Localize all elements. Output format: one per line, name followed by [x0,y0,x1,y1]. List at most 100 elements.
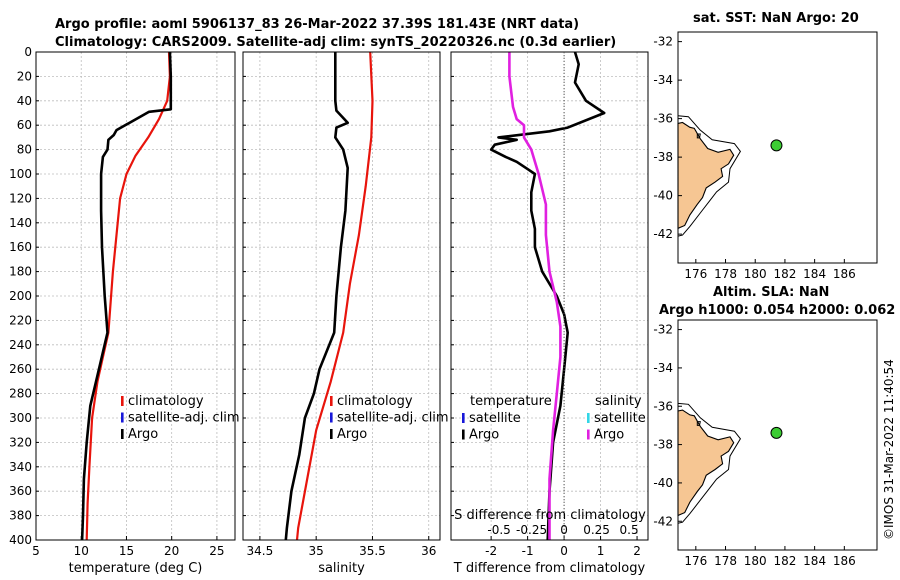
map-x-tick-label: 178 [714,554,737,568]
map-y-tick-label: -32 [653,323,673,337]
x-tick-label: 25 [209,544,224,558]
legend-label: satellite-adj. clim [128,411,240,426]
series-line-climatology [295,51,374,541]
x-tick-label: 1 [597,544,605,558]
legend-swatch [121,396,124,406]
y-tick-label: 100 [9,167,32,181]
map-y-tick-label: -36 [653,112,673,126]
sla-map-subtitle: Argo h1000: 0.054 h2000: 0.062 [659,303,895,318]
map-y-tick-label: -40 [653,189,673,203]
y-tick-label: 0 [24,45,32,59]
argo-float-marker [770,426,783,439]
y-tick-label: 260 [9,362,32,376]
title-line-1: Argo profile: aoml 5906137_83 26-Mar-202… [55,17,579,32]
map-y-tick-label: -38 [653,438,673,452]
y-tick-label: 320 [9,435,32,449]
x-tick-label: 10 [74,544,89,558]
argo-float-marker [770,139,783,152]
y-tick-label: 180 [9,265,32,279]
plot-frame [35,51,236,541]
y-tick-label: 280 [9,387,32,401]
legend-swatch [462,429,465,440]
legend-label: climatology [337,394,413,409]
sla-map-title: Altim. SLA: NaN [713,285,829,300]
map-y-tick-label: -38 [653,150,673,164]
salinity-panel: 34.5 35 35.5 36 salinity climatology satellite… [242,51,449,576]
y-tick-label: 400 [9,533,32,547]
legend-swatch [587,413,590,423]
legend-label: Argo [594,428,624,443]
map-x-tick-label: 186 [833,267,856,281]
top-tick-label: 0.5 [620,523,639,537]
x-axis-label: T difference from climatology [453,561,646,576]
legend-label: satellite [594,411,646,426]
legend-label: Argo [337,427,367,442]
map-y-tick-label: -34 [653,73,673,87]
top-tick-label: -0.25 [516,523,547,537]
y-tick-label: 120 [9,191,32,205]
difference-panel: -2 -1 0 1 2 T difference from climatology temp… [450,51,649,576]
x-tick-label: 2 [633,544,641,558]
x-tick-label: 5 [32,544,40,558]
island-contour [696,133,701,139]
legend-swatch [121,412,124,423]
legend-swatch [587,429,590,440]
map-y-tick-label: -42 [653,227,673,241]
map-x-tick-label: 176 [684,554,707,568]
land-new-zealand [677,409,735,517]
y-tick-label: 20 [17,69,32,83]
y-tick-label: 340 [9,460,32,474]
sst-map: 176 178 180 182 184 186 -32 -34 -36 -38 -40 -42 [653,31,878,281]
legend-label: Argo [128,427,158,442]
y-tick-label: 300 [9,411,32,425]
series-line-s-argo [508,52,562,540]
legend-label: satellite [469,411,521,426]
legend-swatch [121,429,124,439]
y-tick-label: 380 [9,509,32,523]
x-axis-label: temperature (deg C) [69,561,203,576]
x-tick-label: 0 [560,544,568,558]
y-tick-label: 60 [17,118,32,132]
bathymetry-contour [677,115,742,237]
series-line-climatology [85,51,171,541]
title-line-2: Climatology: CARS2009. Satellite-adj cli… [55,35,616,50]
plot-frame [450,51,649,541]
top-tick-label: 0 [560,523,568,537]
series-line-t-argo [489,51,606,541]
map-x-tick-label: 182 [773,554,796,568]
map-x-tick-label: 186 [833,554,856,568]
map-x-tick-label: 180 [744,554,767,568]
land-new-zealand [677,121,735,230]
x-tick-label: 35.5 [359,544,386,558]
map-y-tick-label: -40 [653,476,673,490]
temperature-panel: 0 20 40 60 80 100 120 140 160 180 200 220 240 260 280 3… [9,45,240,576]
x-tick-label: 15 [119,544,134,558]
map-y-tick-label: -42 [653,514,673,528]
map-x-tick-label: 178 [714,267,737,281]
legend-label: satellite-adj. clim [337,411,449,426]
y-tick-label: 200 [9,289,32,303]
series-line-argo [80,51,173,541]
top-axis-label: S difference from climatology [454,508,646,523]
legend-swatch [330,429,333,439]
sst-map-title: sat. SST: NaN Argo: 20 [693,11,859,26]
y-tick-label: 40 [17,94,32,108]
map-x-tick-label: 180 [744,267,767,281]
top-tick-label: 0.25 [583,523,610,537]
x-axis-label: salinity [318,561,365,576]
x-tick-label: -2 [485,544,497,558]
bathymetry-contour [677,402,742,524]
legend-swatch [330,412,333,423]
x-tick-label: 20 [164,544,179,558]
map-y-tick-label: -34 [653,361,673,375]
legend-swatch [462,413,465,423]
map-frame [677,319,878,551]
timestamp: ©IMOS 31-Mar-2022 11:40:54 [882,359,896,540]
y-tick-label: 80 [17,143,32,157]
island-contour [696,421,701,426]
y-tick-label: 240 [9,338,32,352]
legend-swatch [330,396,333,406]
sla-map: 176 178 180 182 184 186 -32 -34 -36 -38 -40 -42 [653,319,878,568]
map-x-tick-label: 182 [773,267,796,281]
